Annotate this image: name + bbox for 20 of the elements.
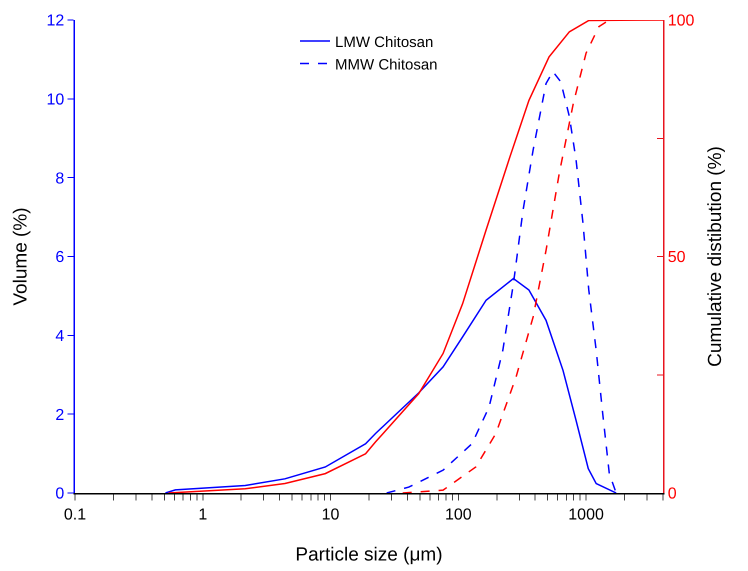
- y-tick-label: 2: [55, 406, 64, 424]
- legend-label: LMW Chitosan: [335, 34, 434, 51]
- x-tick-label: 100: [444, 506, 472, 524]
- x-tick-label: 0.1: [64, 506, 86, 524]
- y-tick-label: 10: [46, 91, 64, 108]
- x-tick-label: 10: [322, 506, 340, 524]
- x-tick-label: 1: [198, 506, 208, 524]
- y-tick-label: 0: [55, 486, 64, 503]
- y2-tick-label: 100: [668, 12, 694, 30]
- y2-axis-title: Cumulative distibution (%): [705, 146, 726, 367]
- y2-tick-label: 0: [668, 486, 677, 503]
- y-tick-label: 12: [46, 12, 64, 30]
- y-tick-label: 4: [55, 328, 64, 345]
- y-axis-title: Volume (%): [10, 207, 32, 306]
- y-tick-label: 8: [55, 170, 64, 188]
- y2-tick-label: 50: [668, 249, 686, 266]
- x-axis-title: Particle size (μm): [295, 544, 443, 566]
- legend-label: MMW Chitosan: [335, 56, 438, 74]
- x-tick-label: 1000: [568, 506, 604, 524]
- y-tick-label: 6: [55, 249, 64, 266]
